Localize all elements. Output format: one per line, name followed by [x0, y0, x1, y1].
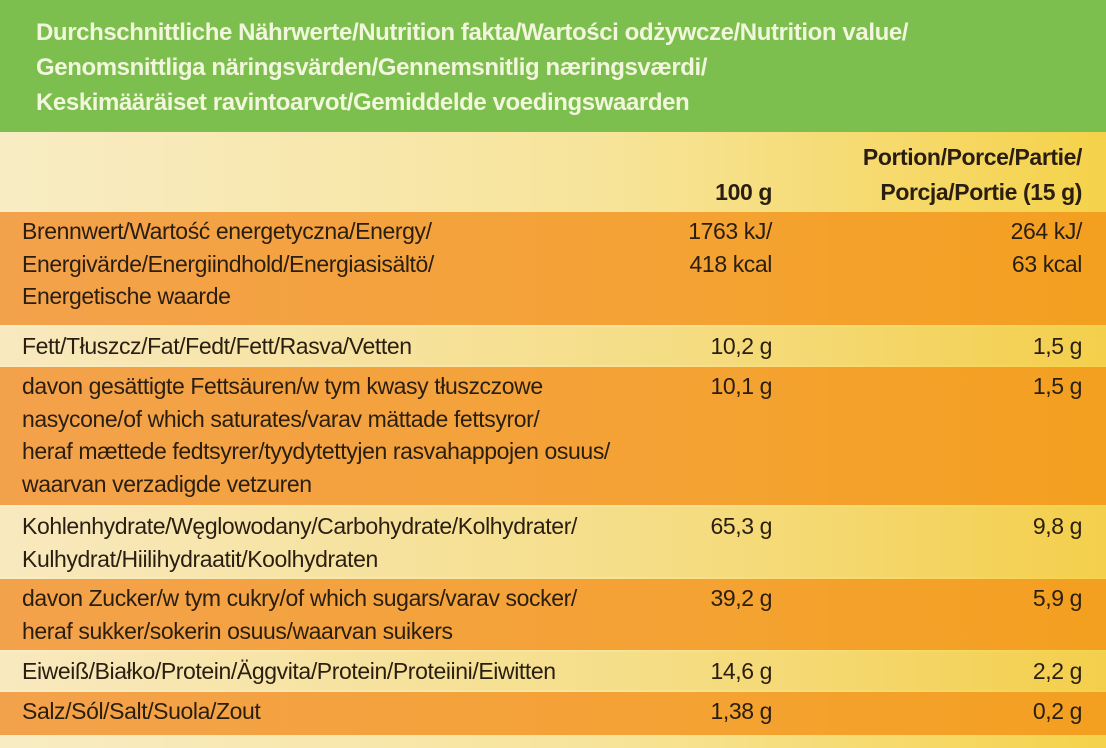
table-row: davon Zucker/w tym cukry/of which sugars… [0, 579, 1106, 650]
row-label: heraf sukker/sokerin osuus/waarvan suike… [22, 617, 453, 644]
value-portion: 1,5 g [1032, 333, 1083, 359]
row-label: davon Zucker/w tym cukry/of which sugars… [22, 585, 577, 611]
value-100g: 10,1 g [710, 373, 772, 399]
value-100g: 14,6 g [710, 658, 772, 684]
value-portion: 0,2 g [1032, 698, 1083, 724]
row-label: Energetische waarde [22, 283, 231, 309]
row-label: heraf mættede fedtsyrer/tyydytettyjen ra… [22, 438, 610, 464]
column-header: Porcja/Portie (15 g) [880, 179, 1082, 205]
value-100g: 418 kcal [689, 250, 773, 277]
table-row: davon gesättigte Fettsäuren/w tym kwasy … [0, 367, 1106, 505]
table-row: Eiweiß/Białko/Protein/Äggvita/Protein/Pr… [0, 652, 1106, 690]
table-row: Salz/Sól/Salt/Suola/Zout 1,38 g 0,2 g [0, 692, 1106, 735]
value-100g: 65,3 g [710, 513, 772, 539]
value-portion: 63 kcal [1011, 250, 1082, 277]
row-label: Kohlenhydrate/Węglowodany/Carbohydrate/K… [22, 513, 577, 539]
value-100g: 1763 kJ/ [688, 218, 772, 244]
value-portion: 1,5 g [1032, 373, 1083, 399]
header: Durchschnittliche Nährwerte/Nutrition fa… [0, 0, 1106, 132]
row-label: Fett/Tłuszcz/Fat/Fedt/Fett/Rasva/Vetten [22, 333, 412, 359]
column-header: Portion/Porce/Partie/ [862, 144, 1083, 170]
title-line: Genomsnittliga näringsvärden/Gennemsnitl… [36, 54, 708, 81]
column-header: 100 g [715, 179, 772, 205]
value-portion: 264 kJ/ [1010, 218, 1083, 244]
row-label: Salz/Sól/Salt/Suola/Zout [22, 698, 261, 724]
row-label: waarvan verzadigde vetzuren [22, 470, 312, 497]
title-line: Durchschnittliche Nährwerte/Nutrition fa… [36, 19, 909, 46]
table-row: Brennwert/Wartość energetyczna/Energy/En… [0, 212, 1106, 325]
value-100g: 39,2 g [710, 585, 772, 611]
row-label: Brennwert/Wartość energetyczna/Energy/ [22, 218, 432, 244]
row-label: Energivärde/Energiindhold/Energiasisältö… [22, 250, 434, 277]
value-portion: 2,2 g [1032, 658, 1083, 684]
table-row: Fett/Tłuszcz/Fat/Fedt/Fett/Rasva/Vetten 1… [0, 327, 1106, 365]
value-100g: 10,2 g [710, 333, 772, 359]
row-label: Kulhydrat/Hiilihydraatit/Koolhydraten [22, 545, 378, 572]
row-label: davon gesättigte Fettsäuren/w tym kwasy … [22, 373, 543, 399]
row-label: nasycone/of which saturates/varav mättad… [22, 405, 540, 432]
table-row: Kohlenhydrate/Węglowodany/Carbohydrate/K… [0, 507, 1106, 577]
value-portion: 5,9 g [1032, 585, 1083, 611]
row-label: Eiweiß/Białko/Protein/Äggvita/Protein/Pr… [22, 658, 556, 684]
value-100g: 1,38 g [710, 698, 772, 724]
value-portion: 9,8 g [1032, 513, 1083, 539]
title-line: Keskimääräiset ravintoarvot/Gemiddelde v… [36, 89, 690, 116]
